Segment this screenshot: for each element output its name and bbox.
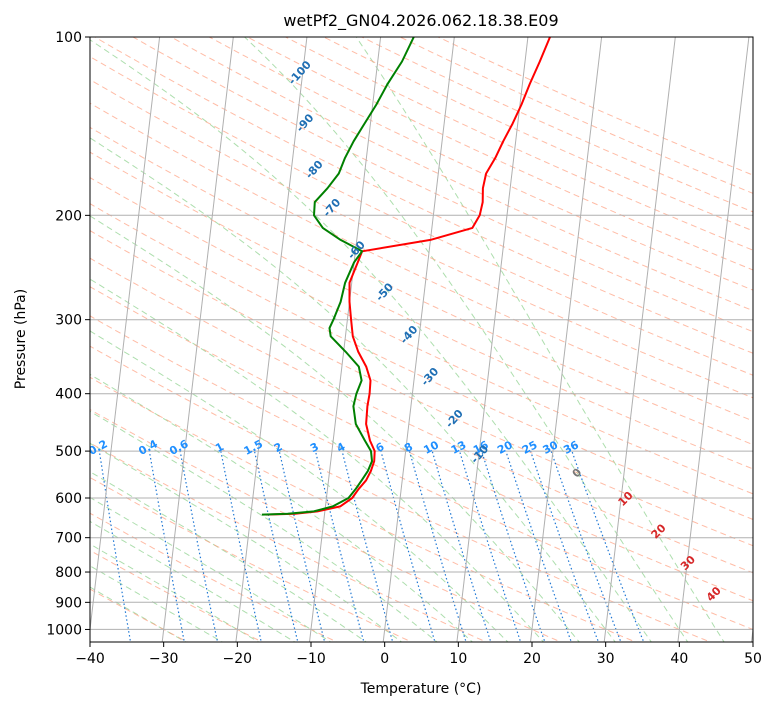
x-tick-label: 30: [597, 651, 615, 667]
y-tick-label: 600: [55, 491, 82, 507]
mixing-ratio-line: [550, 450, 622, 642]
moist-adiabat-line: [355, 37, 725, 642]
isotherm-line: [382, 37, 455, 642]
isotherm-line: [161, 37, 234, 642]
x-tick-label: −20: [223, 651, 253, 667]
mixing-ratio-label: 30: [541, 438, 561, 457]
isobars: [90, 37, 753, 630]
isotherms: [90, 37, 753, 642]
x-tick-label: 10: [449, 651, 467, 667]
mixing-ratio-label: 36: [561, 438, 581, 457]
dry-adiabat-line: [90, 286, 753, 602]
mixing-ratio-line: [278, 450, 326, 642]
mixing-ratio-line: [314, 450, 365, 642]
x-tick-label: −10: [296, 651, 326, 667]
dewpoint-profile-line: [261, 37, 415, 516]
mixing-ratio-line: [179, 450, 219, 642]
y-tick-label: 1000: [46, 622, 82, 638]
x-tick-label: 0: [380, 651, 389, 667]
dry-adiabat-line: [90, 476, 413, 642]
mixing-ratio-line: [530, 450, 600, 642]
dry-adiabat-line: [170, 37, 753, 312]
isotherm-line: [603, 37, 676, 642]
mixing-ratio-label: 10: [421, 438, 441, 457]
isotherm-line: [309, 37, 382, 642]
mixing-ratio-label: 20: [495, 438, 515, 457]
mixing-ratio-label: 16: [471, 438, 491, 457]
isotherm-line: [530, 37, 603, 642]
mixing-ratio-line: [148, 450, 185, 642]
y-tick-label: 400: [55, 387, 82, 403]
plot-area: 0.10.20.40.611.52346810131620253036-100-…: [90, 37, 753, 642]
mixing-ratio-line: [98, 451, 132, 642]
temperature-profile-line: [265, 37, 551, 516]
isotherm-line: [90, 37, 161, 634]
isotherm-line: [456, 37, 529, 642]
dry-adiabat-line: [93, 37, 753, 354]
dry-adiabat-line: [90, 230, 753, 547]
y-tick-label: 900: [55, 595, 82, 611]
sounding-series: [261, 37, 551, 516]
mixing-ratio-label: 25: [520, 438, 540, 457]
mixing-ratio-line: [341, 450, 394, 642]
chart-title: wetPf2_GN04.2026.062.18.38.E09: [283, 11, 558, 31]
x-tick-label: 50: [744, 651, 762, 667]
mixing-ratio-line: [431, 450, 492, 642]
mixing-ratio-line: [505, 450, 572, 642]
y-tick-label: 300: [55, 313, 82, 329]
mixing-ratio-label: 13: [449, 438, 469, 457]
x-axis-title: Temperature (°C): [360, 681, 482, 697]
dry-adiabat-line: [90, 203, 753, 520]
dry-adiabat-line: [90, 257, 753, 574]
x-tick-label: 20: [523, 651, 541, 667]
mixing-ratio-line: [571, 450, 645, 642]
y-axis-title: Pressure (hPa): [13, 289, 29, 389]
dry-adiabat-line: [90, 177, 753, 495]
axis-ticks: −40 −30 −20 −10 0 10 20 30 40 50 1000 900 800 700 600 5…: [46, 30, 762, 667]
y-tick-label: 700: [55, 531, 82, 547]
y-tick-label: 200: [55, 208, 82, 224]
x-tick-label: −30: [149, 651, 179, 667]
y-tick-label: 500: [55, 444, 82, 460]
isotherm-line: [235, 37, 308, 642]
y-tick-label: 800: [55, 565, 82, 581]
mixing-ratio-line: [253, 450, 299, 642]
mixing-ratio-lines: [98, 450, 645, 642]
x-tick-label: −40: [75, 651, 105, 667]
mixing-ratio-line: [481, 450, 546, 642]
mixing-ratio-line: [458, 450, 522, 642]
y-tick-label: 100: [55, 30, 82, 46]
isotherm-line: [677, 37, 750, 642]
plot-frame: [89, 36, 754, 643]
x-tick-label: 40: [670, 651, 688, 667]
mixing-ratio-line: [380, 450, 436, 642]
dry-adiabat-line: [208, 37, 753, 291]
